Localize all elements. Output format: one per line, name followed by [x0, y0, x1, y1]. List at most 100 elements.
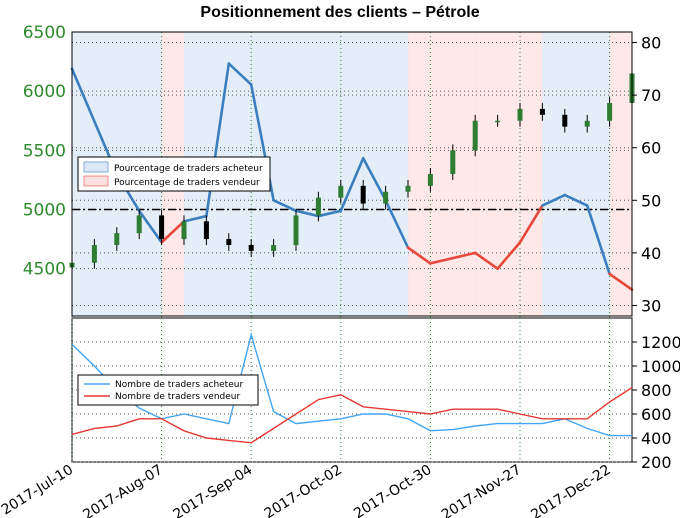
sentiment-line-segment [384, 198, 410, 249]
legend-label: Pourcentage de traders vendeur [114, 178, 260, 188]
candle-body [159, 215, 165, 240]
sentiment-line-segment [361, 156, 387, 202]
candle-body [315, 197, 321, 216]
sentiment-line-segment [160, 220, 186, 244]
x-tick-label: 2017-Oct-02 [262, 462, 345, 518]
sentiment-band [609, 32, 633, 316]
y-left-tick-label: 5000 [23, 201, 66, 221]
candle-body [539, 108, 545, 115]
sentiment-line-segment [496, 241, 522, 270]
sentiment-band [363, 32, 387, 316]
candle-body [293, 215, 299, 245]
sentiment-band [408, 32, 431, 316]
y-right-tick-label: 50 [641, 191, 661, 210]
legend-swatch [83, 175, 109, 187]
y-right-tick-label: 60 [641, 139, 661, 158]
candle-body [405, 185, 411, 192]
sentiment-line-segment [563, 193, 589, 207]
legend-top: Pourcentage de traders acheteur Pourcenta… [77, 156, 271, 192]
candle-body [584, 120, 590, 127]
sentiment-line-segment [70, 67, 96, 123]
x-tick-label: 2017-Oct-30 [351, 462, 434, 518]
candle-body [383, 191, 389, 204]
candle-body [495, 120, 501, 123]
x-axis-labels: 2017-Jul-10 2017-Aug-07 2017-Sep-04 2017-Oc… [0, 462, 614, 518]
candle-body [181, 221, 187, 240]
sentiment-band [385, 32, 409, 316]
sentiment-line-segment [294, 209, 320, 218]
legend-swatch [83, 161, 109, 173]
x-tick-label: 2017-Nov-27 [439, 462, 524, 518]
y-right-tick-label: 40 [641, 244, 661, 263]
sentiment-band [497, 32, 521, 316]
sentiment-band [520, 32, 543, 316]
sentiment-band [587, 32, 611, 316]
sentiment-band [475, 32, 499, 316]
bottom-panel-series [71, 332, 633, 444]
y-left-tick-label: 5500 [23, 141, 66, 161]
sentiment-line-segment [137, 209, 163, 244]
y-right-tick-label: 70 [641, 86, 661, 105]
sentiment-line-segment [585, 204, 611, 276]
sentiment-line-segment [227, 62, 253, 86]
candle-body [203, 221, 209, 240]
y-right-tick-label: 80 [641, 34, 661, 53]
top-panel-frame [71, 31, 633, 317]
sentiment-line-segment [272, 198, 298, 213]
sentiment-band [273, 32, 297, 316]
sentiment-line-segment [317, 209, 343, 218]
candle-body [607, 103, 613, 121]
y-right-tick-label-bottom: 600 [641, 405, 672, 424]
legend-bottom-box [77, 374, 259, 406]
candle-body [248, 245, 254, 251]
count-series-line [71, 332, 632, 437]
sentiment-line-segment [429, 256, 455, 265]
candle-body [226, 239, 232, 245]
sentiment-line-segment [608, 272, 634, 292]
candle-body [517, 108, 523, 121]
candle-body [472, 120, 478, 151]
legend-top-box [77, 156, 271, 192]
y-left-tick-label: 6000 [23, 82, 66, 102]
candle-body [271, 245, 277, 251]
sentiment-line-segment [182, 214, 208, 223]
sentiment-band [340, 32, 364, 316]
sentiment-line-segment [406, 246, 432, 265]
y-left-tick-label: 6500 [23, 23, 66, 43]
y-right-tick-label-bottom: 800 [641, 381, 672, 400]
sentiment-band [430, 32, 454, 316]
x-tick-label: 2017-Sep-04 [171, 462, 256, 518]
top-panel-axes: 4500 5000 5500 6000 6500 30 40 50 60 70 80 [23, 23, 661, 317]
sentiment-line-segment [339, 156, 365, 213]
bottom-panel-axes: 200 400 600 800 1000 1200 [632, 333, 680, 472]
sentiment-band [564, 32, 588, 316]
candle-body [338, 185, 344, 198]
y-right-tick-label-bottom: 1000 [641, 357, 680, 376]
sentiment-band [318, 32, 342, 316]
candle-body [562, 114, 568, 127]
y-right-tick-label: 30 [641, 296, 661, 315]
y-right-tick-label-bottom: 400 [641, 429, 672, 448]
candle-body [360, 185, 366, 204]
chart-title: Positionnement des clients – Pétrole [200, 4, 480, 21]
candle-body [114, 233, 120, 245]
sentiment-band [296, 32, 319, 316]
count-series-line [71, 387, 633, 444]
y-right-tick-label-bottom: 200 [641, 453, 672, 472]
y-right-tick-label-bottom: 1200 [641, 333, 680, 352]
candle-body [91, 245, 97, 263]
sentiment-line-segment [541, 193, 567, 207]
x-tick-label: 2017-Jul-10 [0, 462, 76, 518]
price-candles [69, 67, 635, 274]
x-tick-label: 2017-Dec-22 [528, 462, 613, 518]
legend-label: Pourcentage de traders acheteur [114, 164, 263, 174]
candle-body [450, 150, 456, 174]
legends: Pourcentage de traders acheteur Pourcenta… [77, 156, 271, 406]
legend-label: Nombre de traders acheteur [115, 380, 243, 390]
sentiment-band [452, 32, 476, 316]
candle-body [136, 215, 142, 234]
x-tick-label: 2017-Aug-07 [80, 462, 165, 518]
legend-label: Nombre de traders vendeur [115, 392, 240, 402]
sentiment-line-segment [473, 251, 499, 270]
